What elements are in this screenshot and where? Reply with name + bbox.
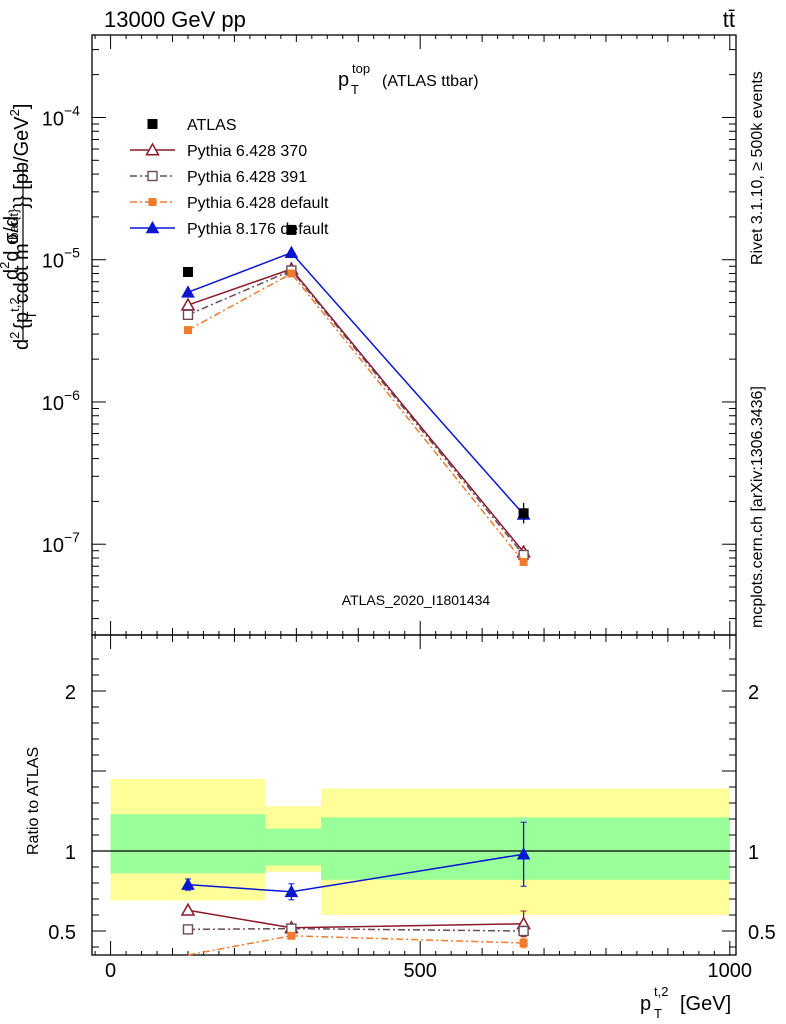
- series-point: [181, 285, 195, 298]
- ratio-series-line: [187, 927, 524, 932]
- ratio-series-point: [180, 902, 196, 916]
- ratio-series-point: [284, 884, 299, 898]
- x-tick-label: 500: [404, 960, 437, 982]
- xlabel-main: p: [640, 993, 651, 1015]
- legend-label: Pythia 8.176 default: [187, 221, 329, 238]
- ratio-series-point: [286, 923, 297, 934]
- ratio-band-inner: [110, 814, 266, 874]
- ratio-series-point: [518, 925, 529, 937]
- title-suffix: (ATLAS ttbar): [382, 73, 479, 90]
- legend-label: Pythia 6.428 370: [187, 143, 307, 160]
- ratio-y-tick-label-right: 0.5: [748, 922, 776, 944]
- legend-item: ATLAS: [147, 117, 237, 134]
- legend: ATLAS Pythia 6.428 370 Pythia 6.428 391 Pyt…: [130, 117, 329, 238]
- series-point: [183, 326, 192, 335]
- legend-marker: [147, 170, 158, 182]
- process-label: tt̄: [723, 7, 735, 32]
- source-label: mcplots.cern.ch [arXiv:1306.3436]: [749, 386, 766, 628]
- legend-marker: [147, 119, 158, 129]
- title-sub: T: [351, 82, 359, 97]
- title-sup: top: [352, 61, 370, 76]
- series-point: [287, 269, 296, 278]
- xlabel-sup: t,2: [654, 984, 668, 999]
- y-tick-label: 10: [42, 108, 64, 130]
- xlabel-sub: T: [654, 1006, 662, 1021]
- series-point: [284, 245, 299, 259]
- title-main: p: [338, 69, 349, 91]
- legend-label: Pythia 6.428 default: [187, 195, 329, 212]
- ratio-y-tick-label-right: 2: [748, 682, 759, 704]
- y-tick-label: 10: [42, 393, 64, 415]
- analysis-label: ATLAS_2020_I1801434: [342, 592, 491, 608]
- x-tick-label: 1000: [708, 960, 753, 982]
- legend-marker: [145, 142, 160, 156]
- series-point: [182, 309, 194, 320]
- legend-item: Pythia 6.428 370: [130, 142, 307, 160]
- ratio-series-point: [287, 931, 296, 940]
- rivet-label: Rivet 3.1.10, ≥ 500k events: [749, 71, 766, 265]
- ratio-frame: [91, 634, 737, 956]
- ratio-series-point: [181, 877, 195, 890]
- chart-title: p top T (ATLAS ttbar): [338, 61, 479, 97]
- series-point: [180, 297, 196, 311]
- ylabel-numerator: d2d σ/d: [0, 216, 23, 280]
- ratio-ylabel: Ratio to ATLAS: [25, 747, 42, 855]
- ratio-y-tick-label: 2: [65, 682, 76, 704]
- ratio-series-point: [182, 924, 194, 935]
- ratio-y-tick-label-right: 1: [748, 842, 759, 864]
- series-line: [187, 268, 525, 553]
- xlabel: p t,2 T [GeV]: [640, 984, 731, 1021]
- data-point: [518, 508, 529, 519]
- xlabel-unit: [GeV]: [680, 993, 731, 1015]
- y-tick-exponent: −6: [64, 387, 80, 403]
- ratio-series-line: [187, 935, 524, 956]
- data-point: [182, 266, 193, 277]
- y-tick-exponent: −5: [64, 245, 80, 261]
- y-tick-label: 10: [42, 535, 64, 557]
- data-point: [286, 224, 297, 235]
- ratio-y-tick-label: 1: [65, 842, 76, 864]
- legend-marker: [148, 198, 157, 206]
- energy-label: 13000 GeV pp: [104, 7, 246, 32]
- ratio-y-tick-label: 0.5: [48, 922, 76, 944]
- y-tick-label: 10: [42, 251, 64, 273]
- y-tick-exponent: −7: [64, 529, 80, 545]
- legend-label: Pythia 6.428 391: [187, 169, 307, 186]
- legend-item: Pythia 8.176 default: [130, 220, 329, 238]
- ylabel-denominator: d2{pt,2Tcdot mtbar{t}}} [pb/GeV2]: [6, 104, 39, 350]
- main-ylabel: d2{pt,2Tcdot mtbar{t}}} [pb/GeV2] d2d σ/…: [0, 104, 39, 350]
- legend-label: ATLAS: [187, 117, 237, 134]
- legend-item: Pythia 6.428 391: [130, 169, 307, 186]
- y-tick-exponent: −4: [64, 102, 80, 118]
- series-line: [187, 251, 525, 515]
- ratio-series-point: [516, 847, 531, 860]
- series-point: [519, 557, 528, 566]
- ratio-band-inner: [265, 828, 322, 866]
- legend-item: Pythia 6.428 default: [130, 195, 329, 212]
- ratio-series-point: [519, 939, 528, 947]
- x-tick-label: 0: [105, 960, 116, 982]
- ratio-band-inner: [321, 817, 730, 880]
- legend-marker: [145, 220, 160, 234]
- series-line: [187, 269, 525, 556]
- series-line: [187, 272, 525, 563]
